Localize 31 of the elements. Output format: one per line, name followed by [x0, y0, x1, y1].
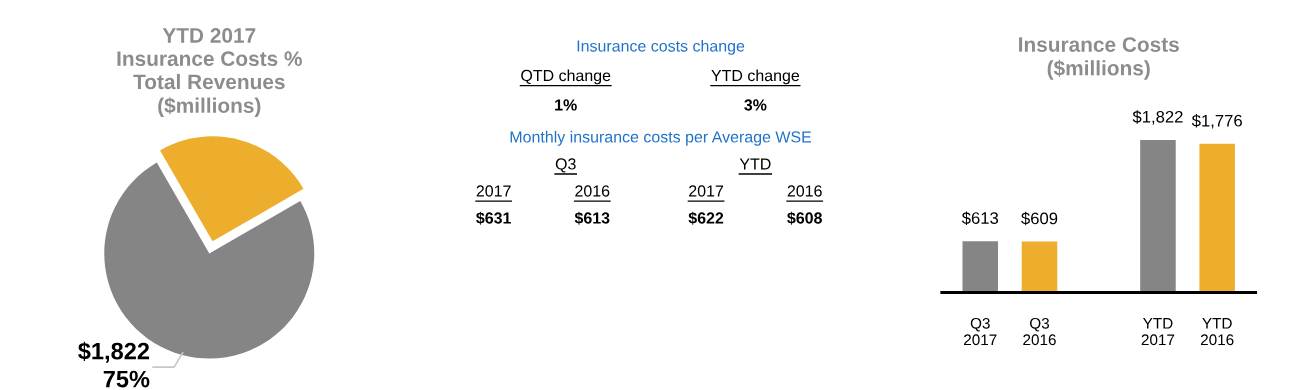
text: 2016 [575, 185, 610, 197]
text: 3% [744, 99, 767, 111]
data-label: $613 [961, 211, 999, 225]
x-tick-label: Q3 2017 [964, 317, 997, 346]
text: $608 [787, 211, 822, 225]
chart-title: YTD 2017 Insurance Costs % Total Revenues ($millions) [117, 28, 302, 117]
x-tick-label: Q3 2016 [1023, 317, 1056, 346]
text: 2016 [787, 185, 822, 197]
text: 2017 [476, 185, 511, 197]
text: 2017 [689, 185, 724, 197]
text: Monthly insurance costs per Average WSE [510, 130, 812, 146]
chart-title: Insurance Costs ($millions) [1019, 37, 1179, 80]
data-label: $1,822 75% [78, 341, 150, 388]
text: Insurance costs change [577, 39, 745, 55]
bar [1021, 241, 1058, 293]
x-tick-label: YTD 2017 [1141, 318, 1175, 346]
data-label: $609 [1021, 211, 1058, 226]
text: QTD change [521, 69, 611, 85]
text: YTD change [711, 69, 800, 85]
text: 1% [555, 99, 577, 111]
x-tick-label: YTD 2016 [1200, 318, 1234, 346]
text: YTD [739, 158, 771, 170]
text: Q3 [555, 158, 576, 173]
text: $622 [688, 211, 724, 225]
bar [962, 241, 999, 293]
text: $613 [574, 211, 610, 225]
data-label: $1,822 [1132, 110, 1183, 125]
text: $631 [476, 211, 511, 225]
bar [1140, 139, 1176, 293]
bar [1199, 143, 1235, 293]
data-label: $1,776 [1191, 114, 1242, 129]
